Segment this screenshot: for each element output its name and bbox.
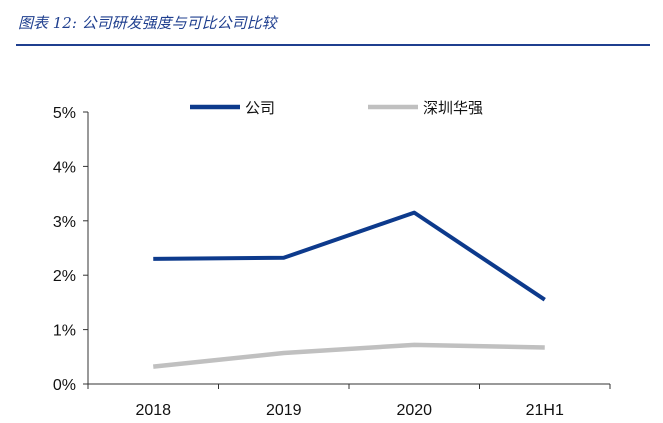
x-tick-label: 2019: [266, 402, 302, 419]
x-tick-label: 2018: [135, 402, 171, 419]
series-lines: [153, 210, 546, 369]
legend-label: 深圳华强: [423, 99, 483, 117]
y-tick-label: 0%: [53, 377, 76, 394]
chart-axes: [87, 112, 610, 385]
y-tick-label: 2%: [53, 268, 76, 285]
legend-label: 公司: [245, 99, 275, 117]
series-line-0: [153, 210, 546, 302]
x-tick-labels: 2018 2019 2020 21H1: [87, 384, 611, 419]
y-tick-label: 4%: [53, 159, 76, 176]
figure-title: 图表 12: 公司研发强度与可比公司比较: [18, 14, 277, 32]
x-tick-label: 21H1: [526, 402, 564, 419]
y-tick-label: 1%: [53, 323, 76, 340]
y-tick-labels: 0% 1% 2% 3% 4% 5%: [53, 105, 88, 394]
x-tick-label: 2020: [396, 402, 432, 419]
series-line-1: [153, 342, 545, 369]
title-divider: [16, 44, 650, 46]
y-tick-label: 5%: [53, 105, 76, 122]
chart-legend: 公司 深圳华强: [190, 99, 483, 117]
y-tick-label: 3%: [53, 214, 76, 231]
